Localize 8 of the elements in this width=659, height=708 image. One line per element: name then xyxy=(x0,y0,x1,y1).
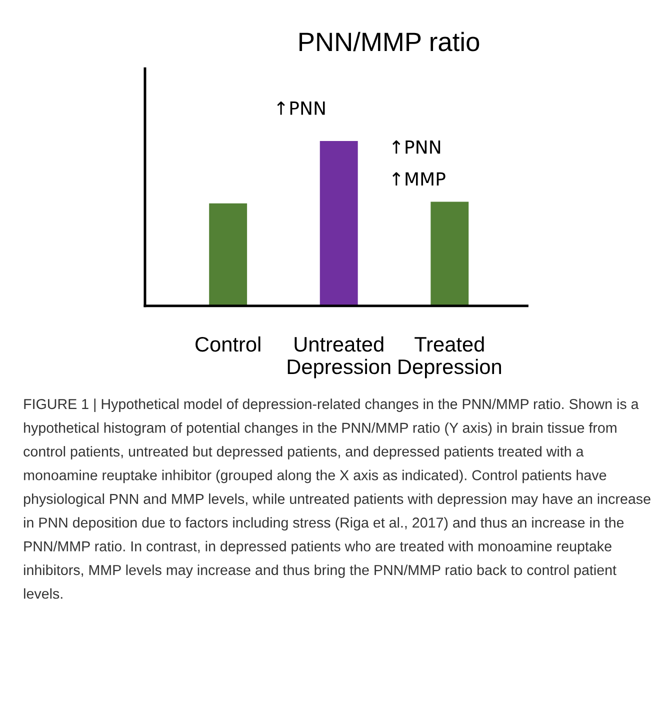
x-tick-label: Treated Depression xyxy=(398,336,501,378)
text: ↑PNN xyxy=(277,101,325,115)
chart-title: PNN/MMP ratio xyxy=(300,32,480,52)
text: FIGURE 1 | Hypothetical model of depression-related changes in the PNN/MMP ratio. Shown is a hypothetical histogram of potential changes in the PNN/MMP ratio (Y axis) in brain tissue from control patients, untreated but depressed patients, and depressed patients treated with a monoamine reuptake inhibitor (grouped along the X axis as indicated). Control patients have physiological PNN and MMP levels, while untreated patients with depression may have an increase in PNN deposition due to factors including stress (Riga et al., 2017) and thus an increase in the PNN/MMP ratio. In contrast, in depressed patients who are treated with monoamine reuptake inhibitors, MMP levels may increase and thus bring the PNN/MMP ratio back to control patient levels. xyxy=(24,398,650,599)
annotation: ↑PNN xyxy=(392,140,440,154)
x-tick-label: Control xyxy=(196,336,260,352)
x-tick-label: Untreated Depression xyxy=(288,336,390,378)
annotation: ↑MMP xyxy=(392,172,446,186)
